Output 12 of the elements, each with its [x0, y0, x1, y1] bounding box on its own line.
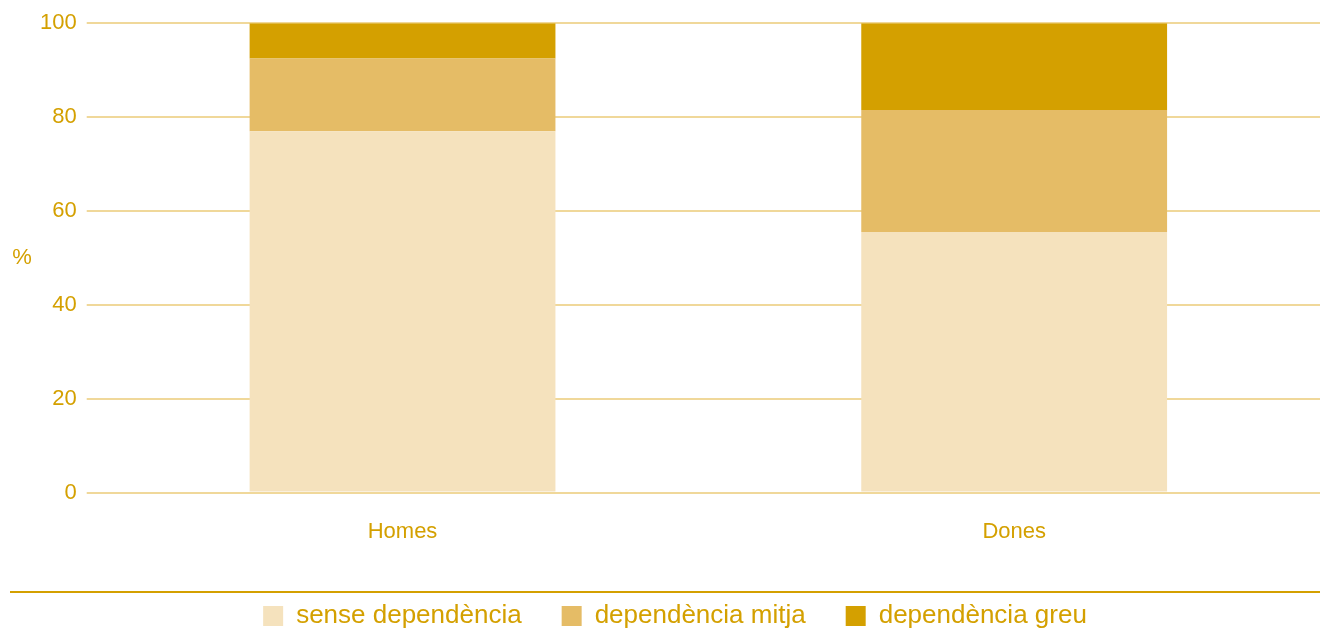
- y-tick-label: 100: [39, 9, 77, 35]
- x-tick-label: Dones: [982, 517, 1046, 543]
- y-tick-label: 20: [52, 384, 77, 410]
- legend-label: sense dependència: [296, 599, 523, 630]
- y-tick-label: 0: [64, 478, 77, 504]
- y-tick-label: 40: [52, 290, 77, 316]
- y-tick-label: 80: [52, 103, 77, 129]
- y-axis-title: %: [12, 243, 32, 269]
- legend-label: dependència mitja: [594, 599, 807, 630]
- x-tick-label: Homes: [367, 517, 438, 543]
- legend-label: dependència greu: [878, 599, 1087, 630]
- y-tick-label: 60: [52, 197, 77, 223]
